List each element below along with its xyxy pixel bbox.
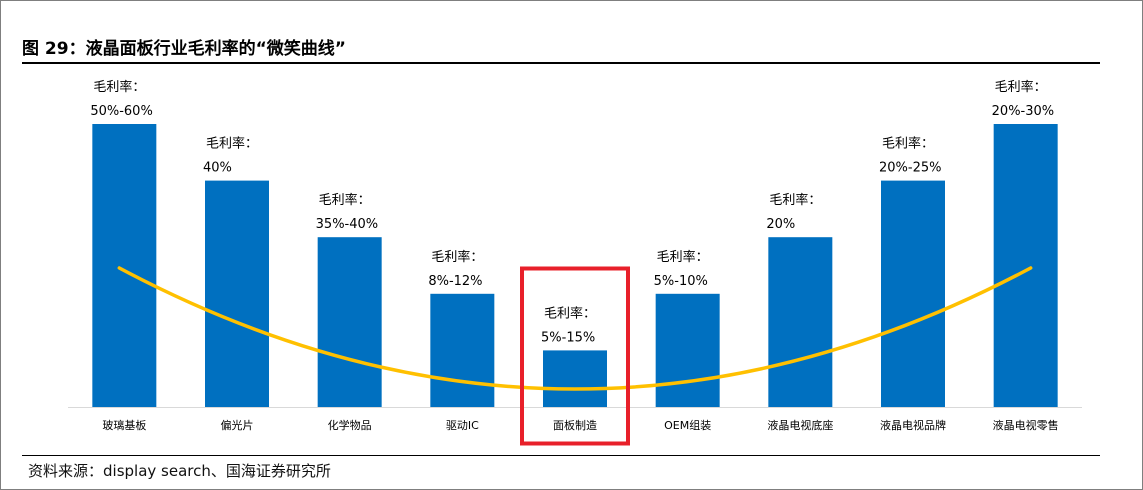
bar-label-value-8: 20%-25%	[879, 161, 941, 176]
bar-label-prefix-9: 毛利率：	[995, 79, 1047, 95]
source-note: 资料来源：display search、国海证券研究所	[28, 462, 331, 480]
bar-label-prefix-8: 毛利率：	[882, 136, 934, 152]
bar-9	[993, 124, 1058, 407]
bar-2	[205, 180, 269, 407]
bar-label-prefix-1: 毛利率：	[93, 79, 145, 95]
bar-label-value-6: 5%-10%	[654, 274, 708, 289]
bar-label-prefix-3: 毛利率：	[319, 192, 371, 208]
bar-label-value-2: 40%	[203, 161, 232, 176]
bar-label-prefix-5: 毛利率：	[544, 305, 596, 321]
title-rule	[22, 62, 1100, 64]
bar-7	[768, 237, 833, 407]
bar-1	[92, 124, 157, 407]
bar-4	[430, 293, 495, 407]
bar-label-value-9: 20%-30%	[992, 104, 1054, 119]
bar-5	[543, 350, 607, 407]
x-tick-label-4: 驱动IC	[446, 419, 479, 432]
bar-label-prefix-6: 毛利率：	[657, 249, 709, 265]
bar-label-value-7: 20%	[766, 217, 795, 232]
bar-label-prefix-4: 毛利率：	[431, 249, 483, 265]
x-tick-label-7: 液晶电视底座	[767, 418, 833, 432]
x-tick-label-9: 液晶电视零售	[993, 418, 1059, 432]
x-tick-label-2: 偏光片	[221, 418, 254, 432]
x-tick-label-6: OEM组装	[664, 418, 711, 432]
bar-label-value-4: 8%-12%	[428, 274, 482, 289]
source-rule	[22, 455, 1100, 456]
bar-8	[881, 180, 945, 407]
x-tick-label-1: 玻璃基板	[102, 418, 146, 432]
bar-6	[655, 293, 720, 407]
bar-label-prefix-7: 毛利率：	[769, 192, 821, 208]
x-tick-label-5: 面板制造	[553, 418, 597, 432]
bar-label-prefix-2: 毛利率：	[206, 136, 258, 152]
figure-title: 图 29：液晶面板行业毛利率的“微笑曲线”	[22, 39, 346, 59]
x-tick-label-8: 液晶电视品牌	[880, 418, 946, 432]
highlight-box	[520, 266, 630, 446]
smile-curve	[117, 266, 1033, 391]
x-tick-label-3: 化学物品	[328, 418, 372, 432]
bar-label-value-5: 5%-15%	[541, 330, 595, 345]
bar-label-value-1: 50%-60%	[90, 104, 152, 119]
bar-3	[317, 237, 382, 407]
bar-label-value-3: 35%-40%	[316, 217, 378, 232]
